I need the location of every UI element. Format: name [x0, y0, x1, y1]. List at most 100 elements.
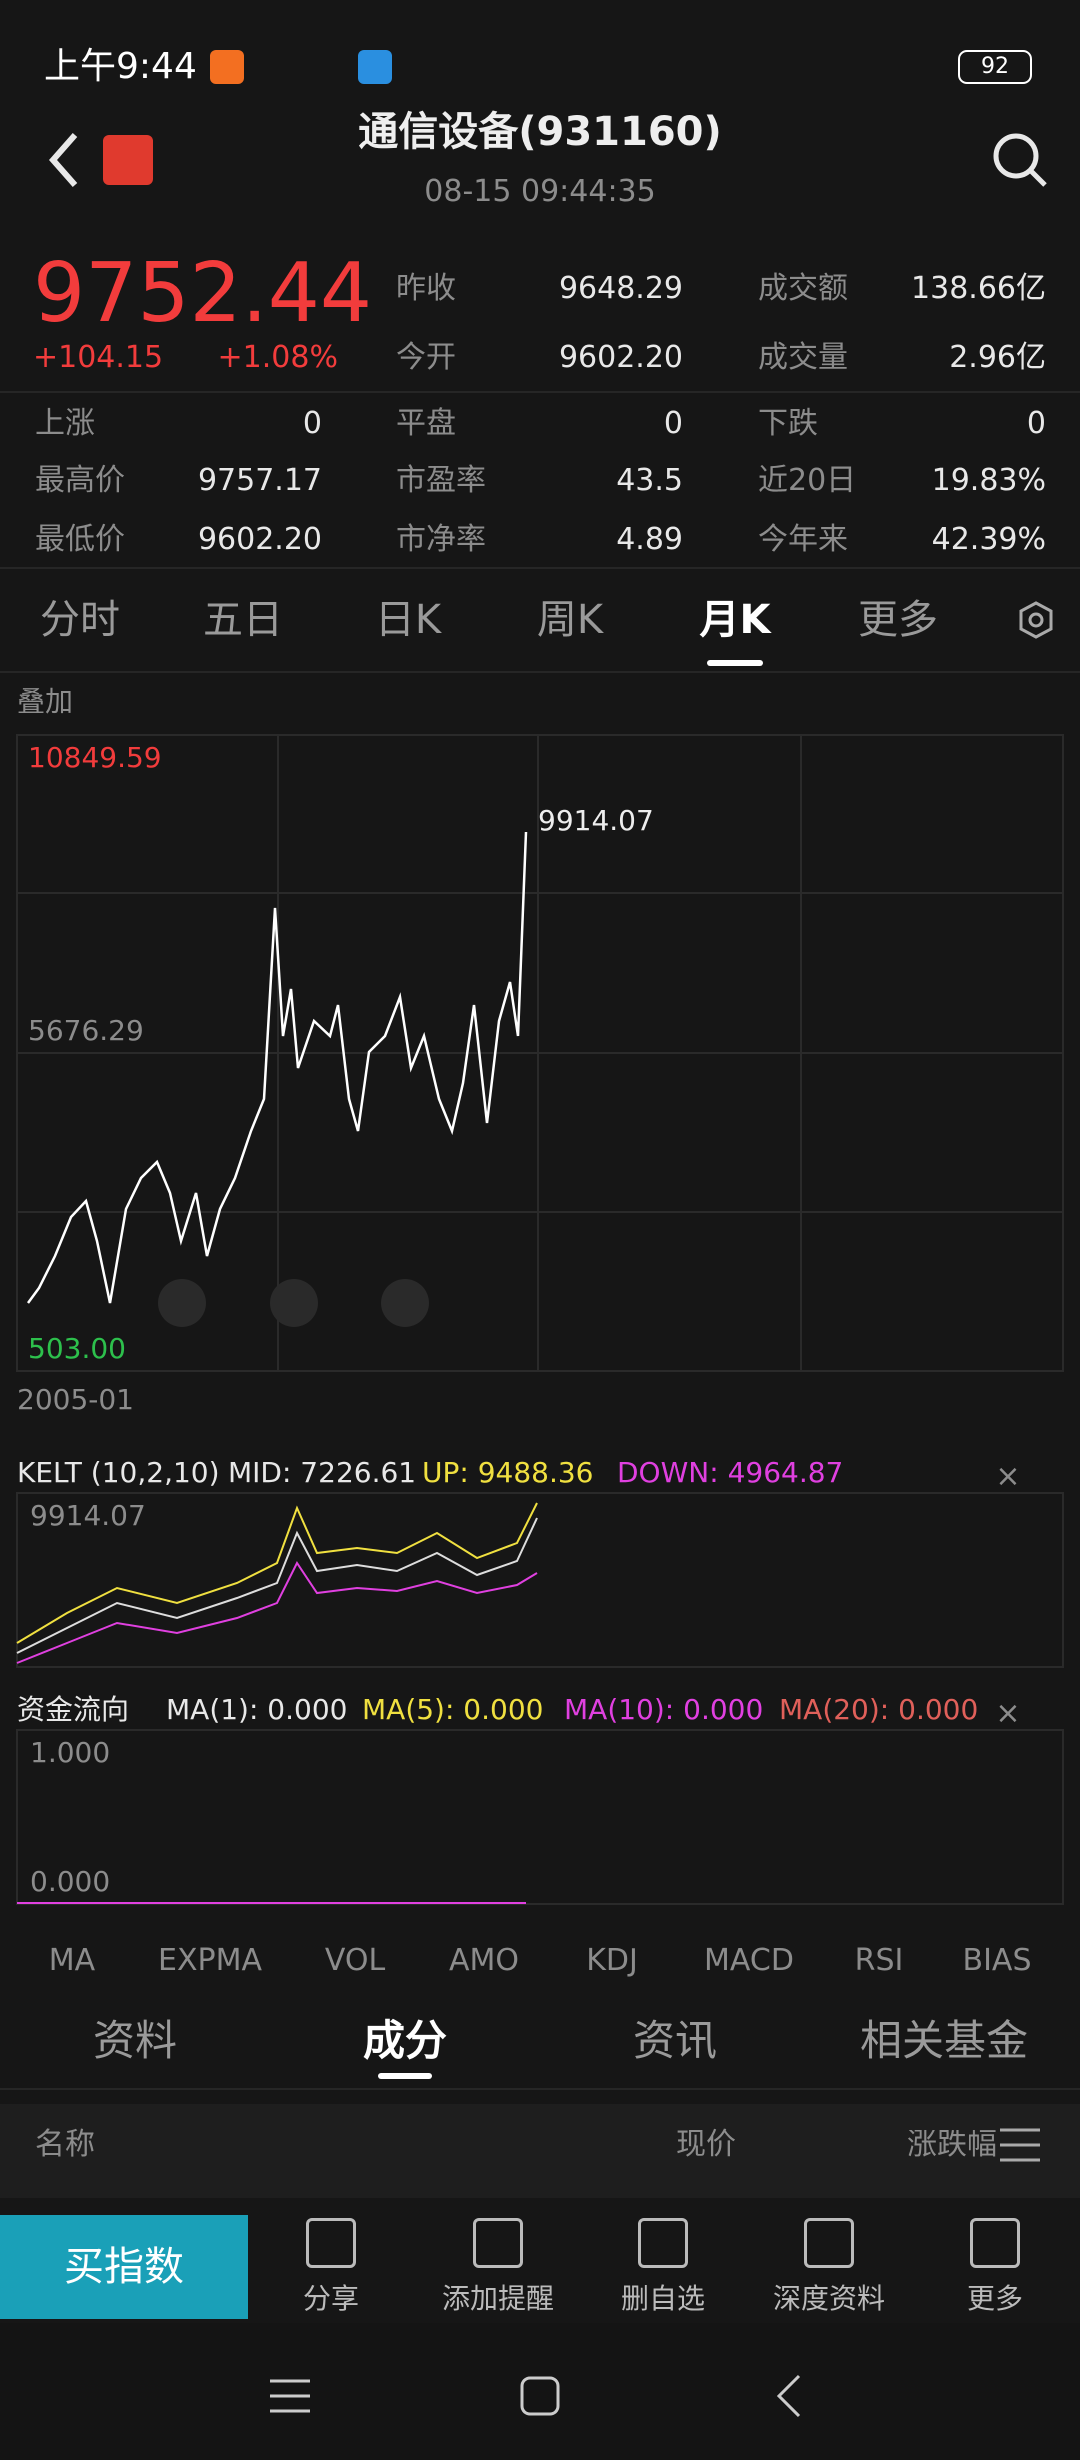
stat-label: 最低价 — [35, 522, 125, 557]
stat-label: 成交额 — [758, 271, 848, 306]
action-label[interactable]: 删自选 — [620, 2282, 706, 2315]
period-tab[interactable]: 更多 — [858, 597, 938, 643]
change: +104.15 — [33, 340, 164, 375]
divider — [0, 2088, 1080, 2090]
period-tab[interactable]: 周K — [536, 597, 604, 643]
battery: 92 — [958, 50, 1032, 84]
header-datetime: 08-15 09:44:35 — [424, 174, 656, 209]
nav-bar — [0, 2323, 1080, 2460]
fund-axis-top: 1.000 — [30, 1736, 111, 1769]
list-header-bg — [0, 2104, 1080, 2198]
stat-label: 市净率 — [396, 522, 486, 557]
stat-value: 2.96亿 — [949, 340, 1046, 375]
list-col-price: 现价 — [676, 2127, 736, 2162]
peak-label: 9914.07 — [538, 804, 654, 837]
period-tab[interactable]: 分时 — [40, 597, 120, 643]
stat-label: 上涨 — [35, 406, 95, 441]
list-col-change[interactable]: 涨跌幅 — [907, 2130, 997, 2160]
fund-ma10: MA(10): 0.000 — [564, 1693, 764, 1726]
header-title: 通信设备(931160) — [358, 109, 722, 155]
change-pct: +1.08% — [217, 340, 338, 375]
stat-label: 成交量 — [758, 340, 848, 375]
brand-icon — [103, 135, 153, 185]
price: 9752.44 — [33, 246, 373, 341]
tab-underline — [707, 660, 763, 666]
indicator-tab[interactable]: MACD — [704, 1943, 794, 1978]
stat-label: 今开 — [396, 340, 456, 375]
stat-value: 42.39% — [931, 522, 1046, 557]
fund-name: 资金流向 — [17, 1693, 130, 1726]
period-tab[interactable]: 五日 — [203, 597, 283, 643]
stat-label: 近20日 — [758, 463, 857, 498]
indicator-tab[interactable]: KDJ — [586, 1943, 638, 1978]
stat-label: 平盘 — [396, 406, 456, 441]
fund-ma1: MA(1): 0.000 — [166, 1693, 348, 1726]
axis-min: 503.00 — [28, 1332, 126, 1365]
fund-ma5: MA(5): 0.000 — [362, 1693, 544, 1726]
period-tab[interactable]: 月K — [699, 597, 771, 643]
stat-value: 9602.20 — [197, 522, 322, 557]
period-tab[interactable]: 日K — [374, 597, 442, 643]
stat-value: 19.83% — [931, 463, 1046, 498]
indicator-tab[interactable]: BIAS — [962, 1943, 1032, 1978]
kelt-up: UP: 9488.36 — [422, 1456, 594, 1489]
buy-label[interactable]: 买指数 — [64, 2244, 184, 2290]
close-icon[interactable]: × — [995, 1696, 1021, 1731]
close-icon[interactable]: × — [995, 1459, 1021, 1494]
stat-value: 9602.20 — [558, 340, 683, 375]
sub-tab[interactable]: 相关基金 — [859, 2016, 1029, 2065]
kelt-down: DOWN: 4964.87 — [617, 1456, 844, 1489]
sub-tab[interactable]: 资讯 — [632, 2016, 718, 2065]
sub-tab[interactable]: 成分 — [362, 2016, 448, 2065]
divider — [0, 391, 1080, 393]
menu-icon[interactable] — [1000, 2127, 1040, 2163]
indicator-tab[interactable]: EXPMA — [157, 1943, 263, 1978]
fund-chart — [16, 1729, 1064, 1905]
kelt-mid: MID: 7226.61 — [228, 1456, 417, 1489]
nav-menu[interactable] — [270, 2378, 310, 2414]
axis-max: 10849.59 — [28, 741, 162, 774]
kelt-axis-top: 9914.07 — [30, 1499, 146, 1532]
search-icon[interactable] — [990, 130, 1050, 190]
stat-value: 9648.29 — [558, 271, 683, 306]
divider — [0, 671, 1080, 673]
nav-home[interactable] — [520, 2376, 560, 2416]
action-icon[interactable] — [970, 2218, 1020, 2268]
action-label[interactable]: 分享 — [302, 2282, 360, 2315]
divider — [0, 567, 1080, 569]
buy-button[interactable] — [0, 2215, 248, 2319]
kelt-name: KELT (10,2,10) — [17, 1456, 220, 1489]
start-date: 2005-01 — [17, 1383, 134, 1416]
stat-value: 43.5 — [616, 463, 683, 498]
action-icon[interactable] — [804, 2218, 854, 2268]
axis-mid: 5676.29 — [28, 1014, 144, 1047]
action-icon[interactable] — [638, 2218, 688, 2268]
settings-icon[interactable] — [1016, 600, 1056, 640]
nav-back[interactable] — [775, 2374, 805, 2418]
overlay-label[interactable]: 叠加 — [17, 685, 74, 718]
indicator-tab[interactable]: VOL — [324, 1943, 386, 1978]
indicator-tab[interactable]: RSI — [854, 1943, 904, 1978]
stat-value: 9757.17 — [197, 463, 322, 498]
back-icon[interactable] — [45, 130, 85, 190]
stat-label: 今年来 — [758, 522, 848, 557]
indicator-tab[interactable]: AMO — [448, 1943, 520, 1978]
action-icon[interactable] — [306, 2218, 356, 2268]
action-icon[interactable] — [473, 2218, 523, 2268]
fund-ma20: MA(20): 0.000 — [779, 1693, 979, 1726]
indicator-tab[interactable]: MA — [48, 1943, 96, 1978]
action-label[interactable]: 更多 — [966, 2282, 1024, 2315]
main-chart — [16, 734, 1064, 1372]
action-label[interactable]: 深度资料 — [772, 2282, 886, 2315]
stat-value: 0 — [302, 406, 322, 441]
kelt-chart — [16, 1492, 1064, 1668]
stat-value: 4.89 — [616, 522, 683, 557]
app-icon — [358, 50, 392, 84]
stat-label: 下跌 — [758, 406, 818, 441]
sub-tab[interactable]: 资料 — [92, 2016, 178, 2065]
stat-value: 138.66亿 — [911, 271, 1046, 306]
stat-label: 市盈率 — [396, 463, 486, 498]
stat-value: 0 — [663, 406, 683, 441]
action-label[interactable]: 添加提醒 — [441, 2282, 555, 2315]
